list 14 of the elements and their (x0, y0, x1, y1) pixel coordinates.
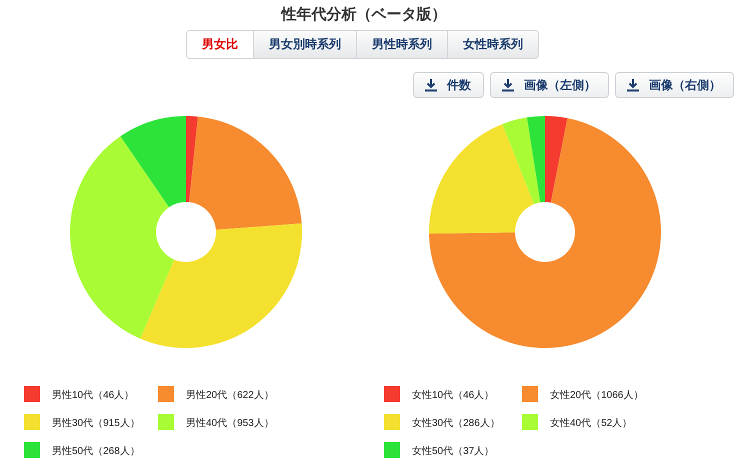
legend-label: 女性40代（52人） (550, 417, 632, 429)
legend-label: 男性40代（953人） (186, 417, 274, 429)
title: 性年代分析（ベータ版） (280, 6, 448, 24)
legend-label: 女性10代（46人） (412, 389, 494, 401)
tab: 男性時系列 (356, 31, 447, 58)
legend-label: 女性20代（1066人） (550, 389, 644, 401)
legend-label: 女性30代（286人） (412, 417, 500, 429)
legend-label: 男性20代（622人） (186, 389, 274, 401)
tab: 男女別時系列 (253, 31, 356, 58)
legend-label: 男性50代（268人） (52, 445, 140, 457)
legend-label: 男性30代（915人） (52, 417, 140, 429)
legend-label: 女性50代（37人） (412, 445, 494, 457)
tab: 女性時系列 (447, 31, 538, 58)
legend-label: 男性10代（46人） (52, 389, 134, 401)
